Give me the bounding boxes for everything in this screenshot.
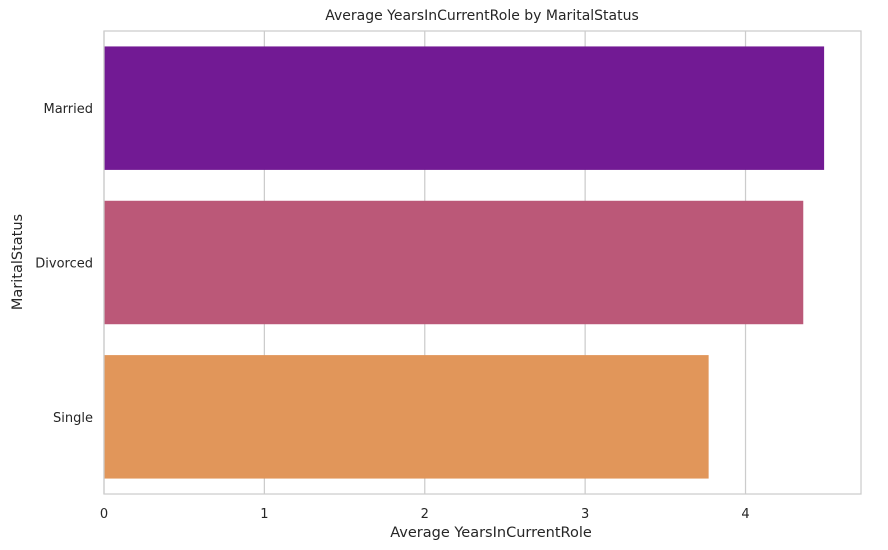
bar-divorced	[104, 200, 804, 325]
bars	[104, 46, 825, 479]
bar-single	[104, 355, 709, 479]
x-axis-label: Average YearsInCurrentRole	[390, 525, 592, 541]
x-tick-label: 0	[100, 507, 108, 522]
y-tick-label: Divorced	[35, 257, 93, 272]
y-tick-labels: Married Divorced Single	[35, 102, 93, 426]
y-tick-label: Married	[43, 102, 93, 117]
x-tick-label: 2	[421, 507, 429, 522]
bar-married	[104, 46, 825, 170]
x-tick-label: 4	[741, 507, 749, 522]
x-tick-labels: 0 1 2 3 4	[100, 507, 750, 522]
y-axis-label: MaritalStatus	[10, 214, 26, 310]
plot-frame	[103, 30, 862, 495]
chart-title: Average YearsInCurrentRole by MaritalSta…	[325, 8, 639, 24]
x-tick-label: 3	[581, 507, 589, 522]
y-tick-label: Single	[53, 411, 93, 426]
x-tick-label: 1	[260, 507, 268, 522]
